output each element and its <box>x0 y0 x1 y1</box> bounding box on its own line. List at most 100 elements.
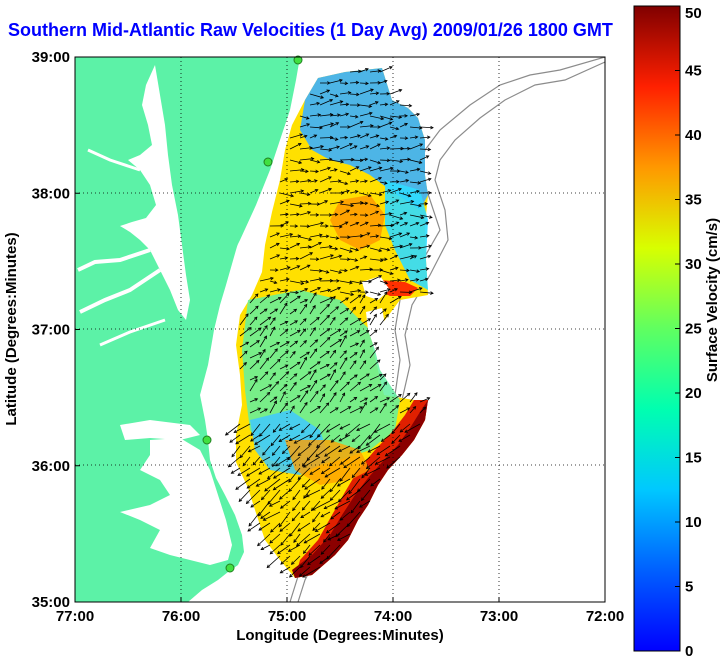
current-vector-head <box>390 166 394 171</box>
grid-lines <box>75 57 605 602</box>
current-vector <box>319 328 330 337</box>
current-vector-head <box>377 223 382 228</box>
current-vector <box>297 467 311 480</box>
current-vector <box>369 298 378 304</box>
current-vector <box>279 364 288 370</box>
current-vector <box>301 423 311 433</box>
x-tick-label: 76:00 <box>162 608 200 625</box>
current-vector-head <box>266 391 271 396</box>
current-vector <box>349 360 357 370</box>
current-vector <box>267 467 281 480</box>
current-vector-head <box>325 429 330 433</box>
colorbar <box>633 5 681 652</box>
current-vector <box>319 176 332 183</box>
current-vector-head <box>282 391 286 395</box>
current-vector <box>379 247 390 251</box>
current-vector-head <box>334 137 339 141</box>
current-vector <box>321 467 331 474</box>
current-vector <box>309 189 318 194</box>
current-vector <box>231 467 241 474</box>
current-vector <box>399 104 412 107</box>
current-vector <box>300 511 311 518</box>
current-vector-head <box>300 281 305 285</box>
current-vector-head <box>313 369 317 373</box>
current-vector <box>369 346 379 359</box>
current-vector <box>338 434 351 442</box>
current-vector-head <box>378 248 383 253</box>
current-vector <box>309 390 319 403</box>
bay-tributary-1 <box>77 248 151 272</box>
current-vector-head <box>384 280 389 285</box>
current-vector <box>258 467 271 475</box>
current-vector-head <box>335 306 340 310</box>
current-vector <box>329 369 336 381</box>
current-vector <box>309 114 321 117</box>
colorbar-tick-label: 50 <box>685 5 702 22</box>
current-vector <box>319 148 332 151</box>
current-vector <box>368 423 381 440</box>
current-vector-head <box>333 168 338 172</box>
current-vector <box>239 341 249 348</box>
current-vector-head <box>334 212 339 217</box>
current-vector-head <box>386 158 391 163</box>
current-vector <box>389 188 402 194</box>
current-vector <box>324 445 341 457</box>
current-vector-head <box>373 329 378 334</box>
current-vector-head <box>274 348 278 352</box>
colorbar-tick-label: 25 <box>685 321 702 338</box>
current-vector <box>259 384 272 392</box>
current-vector-head <box>339 517 344 521</box>
current-vector-head <box>328 462 333 467</box>
current-vector-head <box>367 318 372 322</box>
colorbar-tick-label: 40 <box>685 127 702 144</box>
current-vector-head <box>332 349 337 354</box>
current-vector-head <box>364 201 369 206</box>
current-vector-head <box>359 158 364 163</box>
current-vector-head <box>314 339 319 343</box>
current-vector <box>239 350 248 359</box>
current-vector <box>369 224 381 227</box>
current-vector <box>329 225 342 228</box>
current-vector-head <box>334 246 339 251</box>
current-vector <box>293 533 301 543</box>
current-vector-head <box>259 459 264 463</box>
current-vector-head <box>247 448 252 453</box>
current-vector <box>339 371 346 381</box>
current-vector-head <box>294 224 299 228</box>
current-vector-head <box>288 437 293 442</box>
current-vector-head <box>318 241 322 246</box>
current-vector-head <box>407 193 412 198</box>
current-vector-head <box>283 383 288 388</box>
current-vector <box>349 266 359 271</box>
current-vector <box>419 178 432 183</box>
current-vector-head <box>278 438 283 443</box>
current-vector-head <box>398 393 402 398</box>
velocity-cyan-east <box>385 180 428 290</box>
current-vector-head <box>408 290 413 295</box>
current-vector-head <box>270 529 274 533</box>
current-vector <box>349 294 362 304</box>
current-vector <box>379 381 387 392</box>
current-vector <box>279 384 287 392</box>
current-vector <box>329 339 342 348</box>
current-vector-head <box>394 254 399 259</box>
current-vector <box>270 434 281 446</box>
current-vector <box>259 288 268 293</box>
current-vector <box>359 112 373 117</box>
current-vector <box>259 456 271 463</box>
current-vector <box>231 445 241 458</box>
current-vector-head <box>246 473 250 477</box>
current-vector <box>289 361 301 370</box>
current-vector-head <box>370 482 374 487</box>
current-vector-head <box>396 179 400 184</box>
current-vector-head <box>404 136 409 140</box>
current-vector <box>319 555 331 564</box>
current-vector-head <box>317 287 322 291</box>
current-vector <box>269 297 282 304</box>
current-vector <box>299 158 314 161</box>
current-vector <box>389 126 399 130</box>
bay-tributary-4 <box>99 318 166 347</box>
current-vector <box>299 180 311 183</box>
current-vector-head <box>425 267 430 271</box>
current-vector-head <box>324 474 329 478</box>
